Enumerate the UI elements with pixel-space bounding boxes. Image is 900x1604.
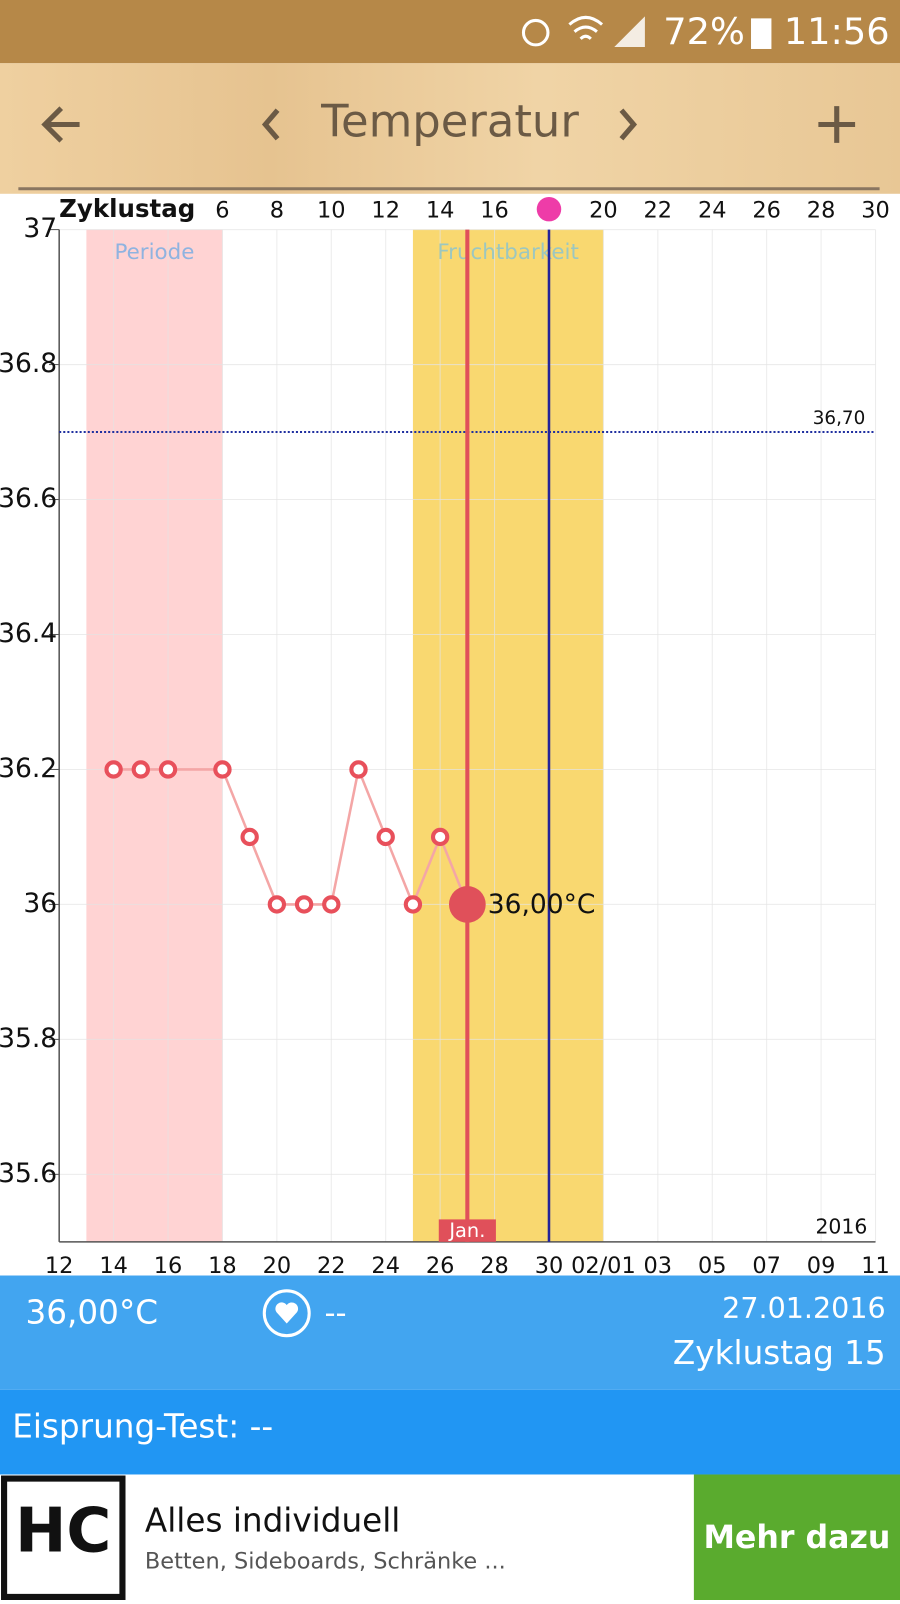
ad-button[interactable] <box>693 1474 900 1600</box>
top-tick-label: 12 <box>371 198 400 224</box>
y-tick-label: 36.4 <box>0 618 57 649</box>
year-label: 2016 <box>815 1215 867 1239</box>
page-title: Temperatur <box>320 94 579 147</box>
info-cycle-day: Zyklustag 15 <box>673 1334 886 1372</box>
threshold-label: 36,70 <box>813 408 866 429</box>
y-tick-label: 36.6 <box>0 483 57 514</box>
x-tick-label: 22 <box>317 1253 346 1279</box>
x-tick-label: 26 <box>426 1253 455 1279</box>
selected-value-label: 36,00°C <box>488 889 596 920</box>
point <box>322 895 341 914</box>
x-tick-label: 24 <box>371 1253 400 1279</box>
ad-logo-box <box>1 1475 126 1600</box>
battery-icon <box>751 18 772 49</box>
next-button[interactable] <box>619 108 638 141</box>
top-tick-label: 10 <box>317 198 346 224</box>
x-tick-label: 03 <box>644 1253 673 1279</box>
band-label: Periode <box>114 240 194 265</box>
add-button[interactable] <box>818 106 856 143</box>
x-tick-label: 02/01 <box>571 1253 636 1279</box>
back-button[interactable] <box>41 106 80 143</box>
top-tick-label: 22 <box>644 198 673 224</box>
mood-icon[interactable] <box>262 1289 311 1338</box>
point <box>131 760 150 779</box>
clock: 11:56 <box>784 10 890 53</box>
x-tick-label: 05 <box>698 1253 727 1279</box>
status-bar <box>0 0 900 64</box>
y-tick-label: 36.8 <box>0 348 57 379</box>
point <box>403 895 423 914</box>
point <box>158 760 178 779</box>
prev-button[interactable] <box>261 108 280 141</box>
ad-subtitle: Betten, Sideboards, Schränke ... <box>145 1549 506 1575</box>
ad-button-text: Mehr dazu <box>703 1520 890 1556</box>
ad-title: Alles individuell <box>145 1501 400 1539</box>
y-tick-label: 37 <box>23 213 57 244</box>
top-tick-label: 8 <box>270 198 284 224</box>
top-tick-label: 26 <box>752 198 781 224</box>
top-tick-label: 24 <box>698 198 727 224</box>
heart <box>275 1302 299 1324</box>
info-bar <box>0 1275 900 1390</box>
x-tick-label: 16 <box>154 1253 183 1279</box>
point <box>240 827 259 847</box>
battery-text: 72% <box>663 10 745 53</box>
info-temperature: 36,00°C <box>26 1293 159 1331</box>
x-tick-label: 14 <box>99 1253 128 1279</box>
top-tick-label: 30 <box>861 198 890 224</box>
x-tick-label: 30 <box>535 1253 564 1279</box>
point <box>349 760 368 779</box>
x-tick-label: 07 <box>752 1253 781 1279</box>
point <box>430 827 450 847</box>
point <box>213 760 232 779</box>
y-tick-label: 35.8 <box>0 1023 57 1054</box>
band-label: Fruchtbarkeit <box>437 240 579 265</box>
point <box>104 760 123 779</box>
x-tick-label: 18 <box>208 1253 237 1279</box>
ovulation-test-bar[interactable] <box>0 1389 900 1475</box>
header <box>0 63 900 194</box>
band <box>86 229 223 1242</box>
wifi-icon <box>568 15 604 40</box>
x-tick-label: 11 <box>861 1253 890 1279</box>
alarm-icon <box>521 18 550 47</box>
x-tick-label: 09 <box>807 1253 836 1279</box>
selected-point <box>448 886 486 923</box>
top-tick-label: 6 <box>215 198 229 224</box>
top-tick-label: 20 <box>589 198 618 224</box>
point <box>294 895 314 914</box>
top-tick-label: 28 <box>807 198 836 224</box>
y-tick-label: 35.6 <box>0 1158 57 1189</box>
x-tick-label: 12 <box>45 1253 74 1279</box>
top-tick-label: 16 <box>480 198 509 224</box>
top-tick-label: 14 <box>426 198 455 224</box>
month-badge <box>438 1219 496 1242</box>
y-tick-label: 36.2 <box>0 753 57 784</box>
x-tick-label: 28 <box>480 1253 509 1279</box>
info-mood: -- <box>324 1296 346 1331</box>
x-tick-label: 20 <box>263 1253 292 1279</box>
point <box>376 827 395 847</box>
band <box>412 229 604 1242</box>
chart: 12 14 16 18 20 22 24 26 28 30 02/01 03 05 07 09 11 35.6 3… <box>0 194 890 1279</box>
ovulation-marker <box>536 196 562 222</box>
ovulation-test: Eisprung-Test: -- <box>12 1408 273 1446</box>
y-tick-label: 36 <box>23 888 57 919</box>
ad-logo: HC <box>15 1495 111 1566</box>
point <box>267 895 287 914</box>
top-axis-label: Zyklustag <box>59 194 195 223</box>
info-date: 27.01.2016 <box>722 1291 886 1325</box>
month-label: Jan. <box>448 1219 485 1242</box>
